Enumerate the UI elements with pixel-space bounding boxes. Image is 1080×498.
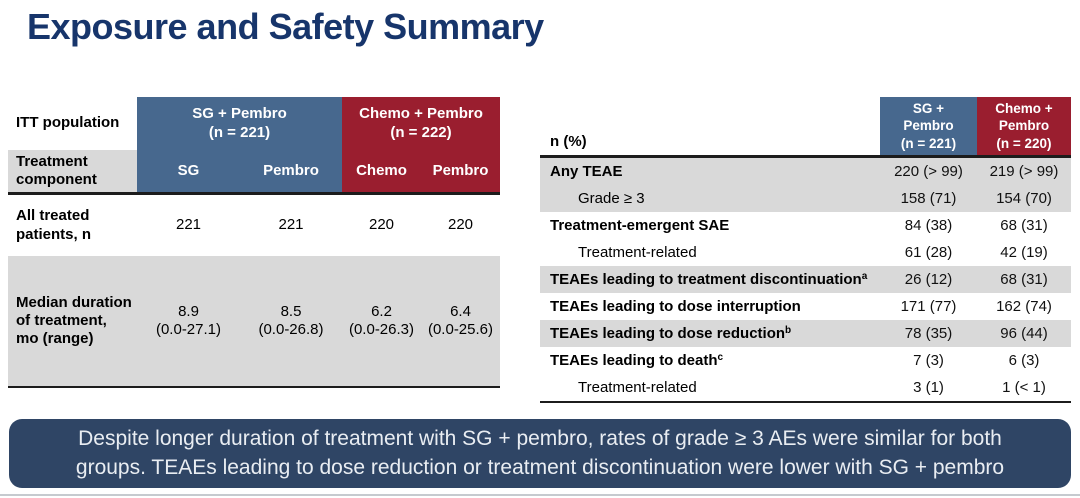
safety-table-header-divider [540,155,1071,158]
table-cell: 78 (35) [904,325,953,342]
table-cell: 220 [368,216,395,234]
table-cell: 220 (> 99) [894,163,963,180]
table-row: TEAEs leading to treatment discontinuati… [540,266,1071,293]
table-cell: 96 (44) [1000,325,1048,342]
summary-banner: Despite longer duration of treatment wit… [9,419,1071,488]
table-cell: 154 (70) [996,190,1052,207]
table-cell: 171 (77) [900,298,957,315]
all-treated-patients-label: All treated patients, n [16,207,92,243]
exposure-table-group-header-row: ITT population SG + Pembro (n = 221) Che… [8,97,500,150]
table-cell: 7 (3) [913,352,944,369]
table-row: All treated patients, n 221 221 220 220 [8,195,500,256]
table-cell: 68 (31) [1000,217,1048,234]
table-cell: 221 [278,216,304,234]
table-cell: 6.2 (0.0-26.3) [342,256,421,386]
exposure-table-component-header-row: Treatment component SG Pembro Chemo Pemb… [8,150,500,192]
table-cell: 1 (< 1) [1002,379,1046,396]
chemo-pembro-group-header: Chemo + Pembro (n = 222) [342,97,500,150]
table-cell: 3 (1) [913,379,944,396]
exposure-table: ITT population SG + Pembro (n = 221) Che… [8,97,500,388]
row-label: TEAEs leading to treatment discontinuati… [550,270,868,288]
itt-population-label: ITT population [16,114,120,132]
safety-table-header-row: n (%) SG + Pembro (n = 221) Chemo + Pemb… [540,97,1071,155]
table-cell: 84 (38) [904,217,953,234]
row-label: TEAEs leading to dose interruption [550,298,801,315]
component-header-pembro-sg-arm: Pembro [240,150,342,192]
component-header-pembro-chemo-arm: Pembro [421,150,500,192]
table-cell: 68 (31) [1000,271,1048,288]
table-row: Treatment-related 61 (28) 42 (19) [540,239,1071,266]
footnote-marker: c [717,351,724,363]
page-title: Exposure and Safety Summary [27,6,544,47]
table-row: Any TEAE 220 (> 99) 219 (> 99) [540,158,1071,185]
safety-table-bottom-border [540,401,1071,403]
table-cell: 220 [447,216,474,234]
table-cell: 8.9 (0.0-27.1) [137,256,240,386]
component-header-sg: SG [137,150,240,192]
row-label: TEAEs leading to death c [550,351,724,369]
footnote-marker: b [785,324,792,336]
table-row: Grade ≥ 3 158 (71) 154 (70) [540,185,1071,212]
sg-pembro-group-header: SG + Pembro (n = 221) [137,97,342,150]
table-row: TEAEs leading to dose interruption 171 (… [540,293,1071,320]
table-cell: 61 (28) [904,244,953,261]
summary-banner-text: Despite longer duration of treatment wit… [75,426,1005,479]
treatment-component-label: Treatment component [8,150,137,192]
footer-divider [0,494,1080,496]
table-row: TEAEs leading to dose reduction b 78 (35)… [540,320,1071,347]
sg-pembro-column-header: SG + Pembro (n = 221) [880,97,977,155]
table-cell: 8.5 (0.0-26.8) [240,256,342,386]
component-header-chemo: Chemo [342,150,421,192]
table-cell: 162 (74) [996,298,1052,315]
footnote-marker: a [861,270,868,282]
table-row: Treatment-emergent SAE 84 (38) 68 (31) [540,212,1071,239]
table-cell: 26 (12) [904,271,953,288]
row-label: Any TEAE [550,163,623,180]
median-duration-label: Median duration of treatment, mo (range) [8,256,137,386]
n-percent-label: n (%) [550,133,587,150]
row-label: Treatment-related [578,379,697,396]
row-label: TEAEs leading to dose reduction b [550,324,792,342]
exposure-table-header-divider [8,192,500,195]
exposure-table-bottom-border [8,386,500,388]
table-cell: 221 [175,216,202,234]
table-cell: 6.4 (0.0-25.6) [421,256,500,386]
row-label: Grade ≥ 3 [578,190,645,207]
table-cell: 219 (> 99) [989,163,1059,180]
chemo-pembro-column-header: Chemo + Pembro (n = 220) [977,97,1071,155]
table-row: Median duration of treatment, mo (range)… [8,256,500,386]
table-cell: 158 (71) [900,190,957,207]
row-label: Treatment-emergent SAE [550,217,730,234]
table-row: Treatment-related 3 (1) 1 (< 1) [540,374,1071,401]
row-label: Treatment-related [578,244,697,261]
safety-table: n (%) SG + Pembro (n = 221) Chemo + Pemb… [540,97,1071,403]
table-row: TEAEs leading to death c 7 (3) 6 (3) [540,347,1071,374]
table-cell: 6 (3) [1008,352,1040,369]
table-cell: 42 (19) [1000,244,1048,261]
